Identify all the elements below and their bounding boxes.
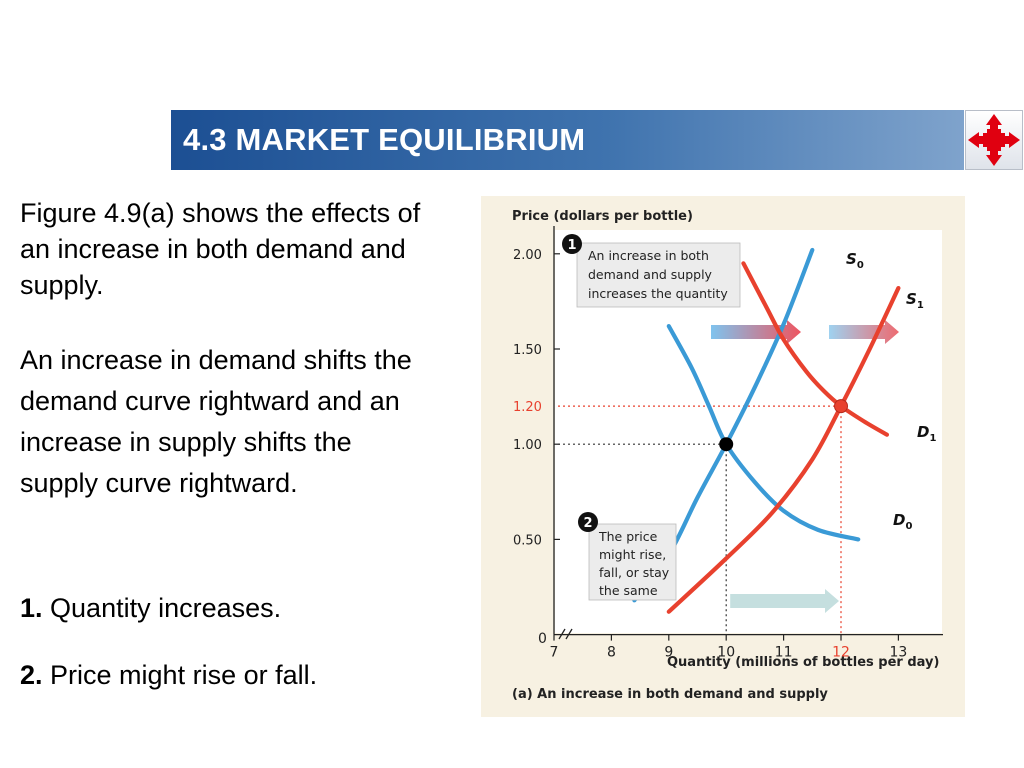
annotation-1-box	[576, 242, 741, 308]
x-tick-label: 9	[664, 645, 673, 661]
annotation-1-number: 1	[567, 238, 576, 253]
annotation-1-line: increases the quantity	[588, 286, 728, 301]
annotation-2-line: The price	[598, 529, 658, 544]
x-tick-label: 10	[717, 645, 735, 661]
x-axis-label: Quantity (millions of bottles per day)	[667, 655, 939, 670]
y-tick-label: 1.00	[513, 438, 542, 453]
y-tick-label: 0.50	[513, 533, 542, 548]
curve-d1	[741, 261, 890, 437]
equilibrium-point-2	[834, 399, 848, 414]
annotation-1-line: demand and supply	[588, 267, 713, 282]
point-1: 1. Quantity increases.	[20, 590, 281, 627]
x-tick-label: 13	[889, 645, 907, 661]
annotation-1-badge	[562, 234, 582, 254]
equilibrium-points	[719, 399, 848, 452]
equilibrium-point-1	[719, 437, 734, 452]
annotation-1-line: An increase in both	[588, 248, 709, 263]
axis-break-mark	[558, 628, 573, 640]
annotations: 1 An increase in both demand and supply inc…	[562, 234, 741, 601]
point-1-text: Quantity increases.	[42, 593, 282, 623]
x-tick-label: 7	[550, 645, 559, 661]
guide-lines	[558, 405, 842, 635]
origin-label: 0	[538, 631, 547, 647]
point-1-number: 1.	[20, 593, 43, 623]
annotation-2-line: the same	[599, 583, 658, 598]
point-2: 2. Price might rise or fall.	[20, 657, 317, 694]
point-2-text: Price might rise or fall.	[42, 660, 318, 690]
y-axis-label: Price (dollars per bottle)	[512, 209, 693, 224]
x-tick-label: 12	[832, 645, 850, 661]
title-banner: 4.3 MARKET EQUILIBRIUM	[171, 110, 964, 170]
chart-panel: Price (dollars per bottle) Quantity (mil…	[481, 196, 965, 717]
supply-demand-chart: Price (dollars per bottle) Quantity (mil…	[512, 209, 943, 702]
y-tick-label-highlight: 1.20	[513, 400, 542, 415]
curve-s1	[666, 285, 901, 614]
chart-caption: (a) An increase in both demand and suppl…	[512, 687, 828, 702]
annotation-2-badge	[578, 512, 598, 532]
paragraph-figure-description: Figure 4.9(a) shows the effects of an in…	[20, 198, 421, 300]
axes: 7 8 9 10 11 12 130.501.001.502.001.20	[513, 226, 943, 661]
slide-title: 4.3 MARKET EQUILIBRIUM	[183, 122, 586, 157]
y-tick-label: 2.00	[513, 248, 542, 263]
annotation-2-line: fall, or stay	[599, 565, 670, 580]
four-way-arrow-icon	[968, 114, 1020, 166]
x-tick-label: 11	[775, 645, 793, 661]
quantity-increase-arrow	[730, 589, 839, 613]
y-tick-label: 1.50	[513, 343, 542, 358]
paragraph-shift-description: An increase in demand shifts the demand …	[20, 345, 412, 498]
point-2-number: 2.	[20, 660, 43, 690]
navigation-button[interactable]	[965, 110, 1023, 170]
annotation-2-line: might rise,	[599, 547, 666, 562]
curve-d0	[666, 324, 861, 542]
annotation-2-box	[588, 523, 677, 601]
annotation-2-number: 2	[583, 516, 592, 531]
x-tick-label: 8	[607, 645, 616, 661]
